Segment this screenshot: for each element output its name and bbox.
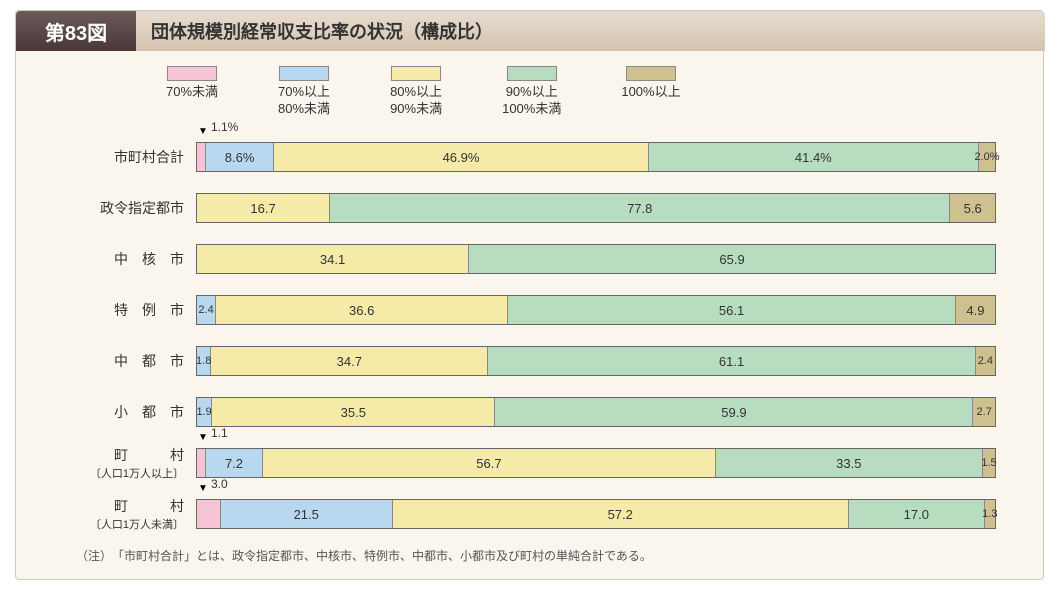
legend-item: 70%以上 80%未満: [278, 66, 330, 118]
bar-segment: 1.8: [197, 347, 211, 375]
legend-item: 80%以上 90%未満: [390, 66, 442, 118]
chart-row: 政令指定都市16.777.85.6: [66, 187, 996, 229]
legend-swatch: [167, 66, 217, 81]
bar-segment: 1.3: [985, 500, 995, 528]
bar-segment: 61.1: [488, 347, 976, 375]
callout-arrow-icon: ▼: [198, 432, 208, 443]
row-label: 市町村合計: [66, 147, 196, 167]
stacked-bar: 16.777.85.6: [196, 193, 996, 223]
legend-swatch: [391, 66, 441, 81]
bar-segment: 2.4: [976, 347, 995, 375]
legend-swatch: [279, 66, 329, 81]
bar-segment: 2.4: [197, 296, 216, 324]
row-label: 政令指定都市: [66, 198, 196, 218]
bar-segment: 34.7: [211, 347, 488, 375]
legend-item: 90%以上 100%未満: [502, 66, 561, 118]
callout-label: 3.0: [211, 477, 228, 491]
bar-segment: 36.6: [216, 296, 508, 324]
bar-segment: 2.0%: [979, 143, 995, 171]
bar-segment: 41.4%: [649, 143, 979, 171]
bar-segment: 5.6: [950, 194, 995, 222]
bar-segment: 65.9: [469, 245, 995, 273]
chart-row: 中 核 市34.165.9: [66, 238, 996, 280]
stacked-bar: 2.436.656.14.9: [196, 295, 996, 325]
title-bar: 第83図 団体規模別経常収支比率の状況（構成比）: [16, 11, 1045, 51]
bar-segment: 46.9%: [274, 143, 648, 171]
bar-segment: 77.8: [330, 194, 950, 222]
chart-note: （注） 「市町村合計」とは、政令指定都市、中核市、特例市、中都市、小都市及び町村…: [76, 547, 652, 564]
stacked-bar: 34.165.9: [196, 244, 996, 274]
legend-swatch: [626, 66, 676, 81]
row-label: 町 村〔人口1万人未満〕: [66, 496, 196, 532]
legend-item: 70%未満: [166, 66, 218, 118]
callout-arrow-icon: ▼: [198, 126, 208, 137]
chart-title: 団体規模別経常収支比率の状況（構成比）: [151, 18, 493, 44]
bar-segment: 56.7: [263, 449, 715, 477]
bar-segment: 8.6%: [206, 143, 275, 171]
stacked-bar: 8.6%46.9%41.4%2.0%: [196, 142, 996, 172]
chart-row: 市町村合計8.6%46.9%41.4%2.0%1.1%▼: [66, 136, 996, 178]
row-label: 町 村〔人口1万人以上〕: [66, 445, 196, 481]
stacked-bar: 21.557.217.01.3: [196, 499, 996, 529]
stacked-bar: 1.935.559.92.7: [196, 397, 996, 427]
row-sublabel: 〔人口1万人未満〕: [66, 516, 184, 532]
row-label: 小 都 市: [66, 402, 196, 422]
chart-row: 町 村〔人口1万人未満〕21.557.217.01.33.0▼: [66, 493, 996, 535]
bar-segment: 21.5: [221, 500, 393, 528]
chart-area: 市町村合計8.6%46.9%41.4%2.0%1.1%▼政令指定都市16.777…: [66, 136, 996, 544]
bar-segment: 35.5: [212, 398, 495, 426]
legend-label: 80%以上 90%未満: [390, 84, 442, 118]
bar-segment: [197, 449, 206, 477]
callout-label: 1.1: [211, 426, 228, 440]
bar-segment: 33.5: [716, 449, 983, 477]
legend-swatch: [507, 66, 557, 81]
legend-label: 100%以上: [621, 84, 680, 101]
chart-row: 町 村〔人口1万人以上〕7.256.733.51.51.1▼: [66, 442, 996, 484]
callout-arrow-icon: ▼: [198, 483, 208, 494]
title-wrap: 団体規模別経常収支比率の状況（構成比）: [136, 11, 1045, 51]
row-label: 特 例 市: [66, 300, 196, 320]
callout-label: 1.1%: [211, 120, 238, 134]
bar-segment: 57.2: [393, 500, 849, 528]
row-sublabel: 〔人口1万人以上〕: [66, 465, 184, 481]
row-label: 中 都 市: [66, 351, 196, 371]
chart-container: 第83図 団体規模別経常収支比率の状況（構成比） 70%未満 70%以上 80%未…: [0, 0, 1059, 598]
bar-segment: 16.7: [197, 194, 330, 222]
legend: 70%未満 70%以上 80%未満 80%以上 90%未満 90%以上 100%未満 1…: [166, 66, 681, 118]
bar-segment: 34.1: [197, 245, 469, 273]
bar-segment: 59.9: [495, 398, 973, 426]
bar-segment: 7.2: [206, 449, 263, 477]
chart-frame: 第83図 団体規模別経常収支比率の状況（構成比） 70%未満 70%以上 80%未…: [15, 10, 1044, 580]
bar-segment: 56.1: [508, 296, 956, 324]
row-label: 中 核 市: [66, 249, 196, 269]
chart-row: 小 都 市1.935.559.92.7: [66, 391, 996, 433]
bar-segment: [197, 500, 221, 528]
chart-row: 中 都 市1.834.761.12.4: [66, 340, 996, 382]
stacked-bar: 7.256.733.51.5: [196, 448, 996, 478]
legend-label: 90%以上 100%未満: [502, 84, 561, 118]
bar-segment: [197, 143, 206, 171]
bar-segment: 1.5: [983, 449, 995, 477]
bar-segment: 4.9: [956, 296, 995, 324]
bar-segment: 2.7: [973, 398, 995, 426]
legend-label: 70%未満: [166, 84, 218, 101]
bar-segment: 1.9: [197, 398, 212, 426]
figure-number-badge: 第83図: [16, 11, 136, 51]
legend-item: 100%以上: [621, 66, 680, 118]
bar-segment: 17.0: [849, 500, 985, 528]
stacked-bar: 1.834.761.12.4: [196, 346, 996, 376]
legend-label: 70%以上 80%未満: [278, 84, 330, 118]
chart-row: 特 例 市2.436.656.14.9: [66, 289, 996, 331]
